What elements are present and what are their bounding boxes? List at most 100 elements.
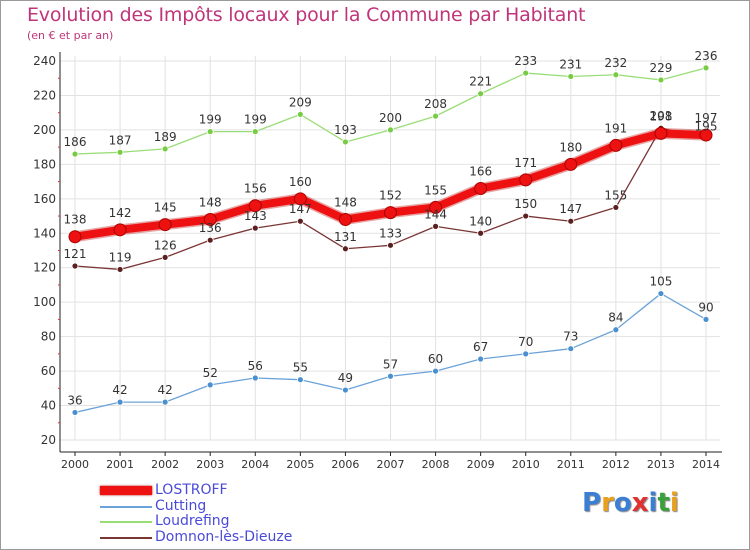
brand-letter: i — [669, 488, 679, 518]
y-tick-label-180: 180 — [33, 157, 56, 171]
axes — [58, 52, 722, 456]
data-label-lostroff-2007: 152 — [379, 189, 402, 203]
y-tick-label-40: 40 — [41, 399, 56, 413]
data-label-lostroff-2008: 155 — [424, 183, 447, 197]
data-label-domnon-l-s-dieuze-2009: 140 — [469, 214, 492, 228]
data-point-domnon-l-s-dieuze-2008 — [432, 222, 439, 230]
data-point-lostroff-2009 — [474, 181, 488, 195]
y-tick-label-60: 60 — [41, 364, 56, 378]
data-label-lostroff-2010: 171 — [514, 156, 537, 170]
data-point-cutting-2012 — [612, 326, 620, 334]
data-label-loudrefing-2012: 232 — [604, 56, 627, 70]
data-point-domnon-l-s-dieuze-2011 — [567, 217, 575, 225]
x-tick-label-2001: 2001 — [106, 458, 134, 471]
legend-label-cutting: Cutting — [155, 498, 207, 514]
data-point-loudrefing-2006 — [342, 138, 349, 146]
data-label-domnon-l-s-dieuze-2011: 147 — [559, 202, 582, 216]
data-label-cutting-2008: 60 — [428, 352, 443, 366]
data-point-cutting-2006 — [342, 386, 349, 394]
brand-letter: t — [657, 488, 670, 518]
data-point-cutting-2009 — [477, 355, 485, 363]
data-label-cutting-2012: 84 — [608, 311, 623, 325]
data-label-domnon-l-s-dieuze-2012: 155 — [604, 188, 627, 202]
data-point-loudrefing-2010 — [522, 69, 530, 77]
y-tick-label-100: 100 — [33, 295, 56, 309]
data-point-domnon-l-s-dieuze-2006 — [342, 245, 349, 253]
data-label-lostroff-2001: 142 — [109, 206, 132, 220]
data-point-lostroff-2004 — [248, 199, 262, 213]
data-point-loudrefing-2011 — [567, 73, 575, 80]
data-point-domnon-l-s-dieuze-2002 — [161, 253, 169, 261]
data-point-domnon-l-s-dieuze-2004 — [251, 224, 259, 232]
data-label-domnon-l-s-dieuze-2013: 201 — [649, 109, 672, 123]
data-label-lostroff-2000: 138 — [64, 213, 87, 227]
data-point-domnon-l-s-dieuze-2000 — [71, 262, 79, 270]
x-tick-label-2006: 2006 — [331, 458, 359, 471]
data-label-lostroff-2006: 148 — [334, 195, 357, 209]
data-label-loudrefing-2000: 186 — [64, 135, 87, 149]
chart-title: Evolution des Impôts locaux pour la Comm… — [27, 4, 586, 26]
series-markers — [68, 64, 713, 416]
data-point-cutting-2008 — [432, 367, 439, 375]
data-point-cutting-2014 — [702, 316, 710, 323]
x-tick-label-2008: 2008 — [422, 458, 450, 471]
x-tick-label-2013: 2013 — [647, 458, 675, 471]
data-label-domnon-l-s-dieuze-2014: 195 — [695, 120, 718, 134]
x-tick-label-2000: 2000 — [61, 458, 89, 471]
data-label-loudrefing-2005: 209 — [289, 95, 312, 109]
data-point-domnon-l-s-dieuze-2003 — [206, 236, 214, 244]
data-label-cutting-2006: 49 — [338, 371, 353, 385]
data-label-cutting-2005: 55 — [293, 361, 308, 375]
data-point-domnon-l-s-dieuze-2007 — [387, 241, 394, 249]
data-label-loudrefing-2006: 193 — [334, 123, 357, 137]
y-tick-label-80: 80 — [41, 330, 56, 344]
data-label-cutting-2002: 42 — [158, 383, 173, 397]
y-tick-label-160: 160 — [33, 192, 56, 206]
data-point-loudrefing-2001 — [116, 148, 124, 156]
legend-label-lostroff: LOSTROFF — [155, 482, 228, 498]
data-point-lostroff-2006 — [338, 212, 352, 226]
data-label-domnon-l-s-dieuze-2002: 126 — [154, 238, 177, 252]
data-point-loudrefing-2012 — [612, 71, 620, 79]
data-point-cutting-2003 — [206, 381, 214, 389]
brand-letter: r — [601, 488, 614, 518]
x-tick-label-2004: 2004 — [241, 458, 269, 471]
data-point-loudrefing-2005 — [296, 111, 304, 118]
x-tick-label-2011: 2011 — [557, 458, 585, 471]
brand-letter: P — [582, 488, 602, 518]
data-point-lostroff-2007 — [384, 206, 397, 220]
legend-label-loudrefing: Loudrefing — [155, 513, 230, 529]
data-point-lostroff-2001 — [113, 223, 127, 237]
data-label-domnon-l-s-dieuze-2000: 121 — [64, 247, 87, 261]
legend-label-domnon-les-dieuze: Domnon-lès-Dieuze — [155, 529, 293, 545]
data-point-domnon-l-s-dieuze-2005 — [296, 217, 304, 225]
data-label-lostroff-2003: 148 — [199, 195, 222, 209]
data-point-lostroff-2000 — [68, 230, 82, 244]
data-point-cutting-2002 — [161, 398, 169, 406]
data-point-cutting-2010 — [522, 350, 530, 358]
x-tick-label-2014: 2014 — [692, 458, 720, 471]
data-point-domnon-l-s-dieuze-2010 — [522, 212, 530, 220]
data-point-lostroff-2010 — [519, 173, 533, 187]
data-point-loudrefing-2014 — [702, 64, 710, 72]
y-tick-label-240: 240 — [33, 54, 56, 68]
y-tick-label-120: 120 — [33, 261, 56, 275]
data-label-loudrefing-2001: 187 — [109, 133, 132, 147]
data-label-domnon-l-s-dieuze-2001: 119 — [109, 250, 132, 264]
brand-letter: x — [631, 488, 649, 518]
data-label-loudrefing-2003: 199 — [199, 113, 222, 127]
legend-swatch-cutting — [100, 506, 152, 508]
data-label-cutting-2011: 73 — [563, 330, 578, 344]
brand-letter: o — [613, 488, 632, 518]
data-point-lostroff-2005 — [293, 192, 307, 206]
data-label-cutting-2004: 56 — [248, 359, 263, 373]
data-label-loudrefing-2007: 200 — [379, 111, 402, 125]
y-tick-label-140: 140 — [33, 226, 56, 240]
data-label-cutting-2009: 67 — [473, 340, 488, 354]
data-label-cutting-2013: 105 — [649, 275, 672, 289]
data-point-cutting-2001 — [116, 398, 124, 406]
brand-logo: Proxiti — [582, 488, 679, 518]
data-point-cutting-2013 — [657, 290, 665, 297]
legend-swatch-loudrefing — [100, 521, 152, 523]
